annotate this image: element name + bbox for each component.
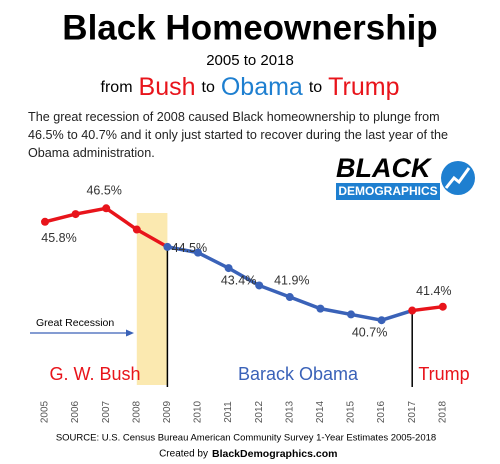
x-tick-label: 2009 — [162, 400, 173, 423]
recession-band — [136, 213, 168, 385]
tagline-part: from — [101, 79, 133, 96]
logo-box — [336, 183, 440, 200]
tagline: from Bush to Obama to Trump — [101, 73, 400, 101]
data-label: 46.5% — [86, 184, 121, 198]
logo: BLACK DEMOGRAPHICS — [336, 153, 475, 200]
x-tick-label: 2018 — [437, 400, 448, 423]
era-label: G. W. Bush — [49, 364, 140, 384]
description: The great recession of 2008 caused Black… — [28, 110, 449, 160]
credit: Created by — [159, 449, 208, 460]
data-point — [316, 304, 325, 313]
tagline-part: Trump — [328, 73, 399, 101]
tagline-part: Bush — [139, 73, 196, 101]
data-label: 41.4% — [416, 284, 451, 298]
data-point — [194, 248, 202, 257]
data-point — [408, 306, 417, 315]
era-label: Barack Obama — [238, 364, 359, 384]
data-point — [102, 204, 111, 213]
chart-title: Black Homeownership — [62, 8, 437, 47]
logo-top: BLACK — [336, 153, 433, 183]
data-point — [71, 210, 80, 219]
x-tick-label: 2012 — [254, 400, 265, 423]
tagline-part: Obama — [221, 73, 303, 101]
x-tick-label: 2014 — [315, 400, 326, 423]
logo-icon — [441, 161, 475, 195]
data-point — [438, 302, 447, 311]
x-tick-label: 2010 — [193, 400, 204, 423]
tagline-part: to — [202, 79, 215, 96]
data-point — [224, 264, 233, 273]
x-tick-label: 2015 — [346, 400, 357, 423]
data-label: 41.9% — [274, 273, 309, 287]
x-tick-label: 2011 — [223, 401, 234, 423]
x-tick-label: 2006 — [70, 400, 81, 423]
x-tick-label: 2005 — [40, 400, 51, 423]
data-point — [285, 293, 294, 302]
data-point — [163, 242, 172, 251]
data-point — [377, 316, 386, 325]
tagline-part: to — [309, 79, 322, 96]
data-label: 40.7% — [352, 325, 387, 339]
x-tick-label: 2008 — [131, 400, 142, 423]
x-tick-label: 2007 — [101, 400, 112, 423]
data-point — [255, 281, 264, 290]
data-point — [132, 225, 141, 234]
logo-bottom: DEMOGRAPHICS — [338, 184, 437, 198]
credit-site: BlackDemographics.com — [212, 448, 337, 460]
era-label: Trump — [418, 364, 469, 384]
line-segment — [411, 304, 444, 313]
logo-arrow — [444, 167, 471, 189]
data-point — [41, 217, 49, 226]
recession-label: Great Recession — [36, 317, 114, 329]
subtitle: 2005 to 2018 — [206, 52, 294, 69]
data-label: 43.4% — [221, 273, 256, 287]
x-tick-label: 2017 — [407, 400, 418, 423]
x-tick-label: 2013 — [284, 400, 295, 423]
data-point — [347, 310, 355, 319]
x-tick-label: 2016 — [376, 400, 387, 423]
arrow-head — [126, 329, 134, 337]
source: SOURCE: U.S. Census Bureau American Comm… — [56, 433, 436, 444]
data-label: 45.8% — [41, 231, 76, 245]
